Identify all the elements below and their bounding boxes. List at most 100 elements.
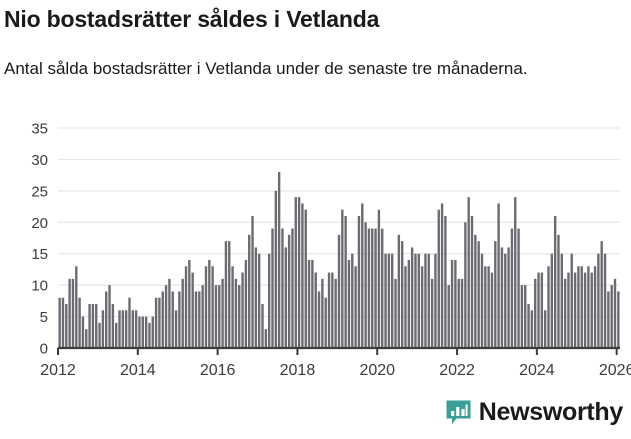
bar: [573, 272, 577, 348]
bar: [218, 285, 221, 348]
bar: [560, 253, 563, 348]
page-subtitle: Antal sålda bostadsrätter i Vetlanda und…: [4, 59, 528, 78]
bar: [234, 278, 238, 348]
x-tick-label: 2012: [40, 362, 76, 379]
bar: [430, 278, 434, 348]
bar: [543, 310, 547, 348]
bar: [214, 285, 218, 348]
bar: [563, 278, 567, 348]
bar: [301, 203, 304, 348]
bar: [201, 285, 204, 348]
bar: [470, 216, 474, 348]
bar: [244, 260, 248, 348]
bar: [400, 241, 404, 348]
bar: [138, 316, 141, 348]
bar: [447, 285, 450, 348]
bar: [387, 253, 391, 348]
bar: [617, 291, 620, 348]
bar: [121, 310, 125, 348]
bar: [184, 266, 188, 348]
x-tick-label: 2024: [519, 362, 555, 379]
bar: [600, 241, 603, 348]
bar: [81, 316, 85, 348]
bar: [75, 266, 78, 348]
y-tick-label: 5: [40, 309, 48, 326]
bar: [341, 209, 344, 348]
bar: [98, 322, 101, 348]
bar: [115, 322, 118, 348]
bar: [194, 291, 198, 348]
bar: [377, 209, 381, 348]
axis-group: [57, 346, 620, 355]
bar: [281, 228, 284, 348]
bar: [161, 291, 164, 348]
bar: [467, 197, 470, 348]
bar: [224, 241, 228, 348]
bar: [480, 253, 484, 348]
y-tick-label: 0: [40, 341, 48, 358]
bar: [587, 266, 590, 348]
bar: [427, 253, 430, 348]
bar: [68, 278, 71, 348]
y-tick-label: 20: [31, 215, 48, 232]
bar: [583, 272, 587, 348]
bar: [607, 291, 610, 348]
bar: [148, 322, 151, 348]
bar: [124, 310, 128, 348]
bar: [440, 203, 444, 348]
bar: [610, 285, 613, 348]
bar: [351, 253, 354, 348]
bar: [514, 197, 517, 348]
bar: [384, 253, 387, 348]
page-title: Nio bostadsrätter såldes i Vetlanda: [4, 6, 380, 32]
bar: [294, 197, 297, 348]
bar: [264, 329, 268, 348]
newsworthy-logo[interactable]: Newsworthy: [445, 398, 623, 427]
bar: [241, 272, 244, 348]
bar: [108, 285, 111, 348]
bar: [154, 297, 158, 348]
bar: [174, 310, 178, 348]
bar: [158, 297, 161, 348]
bar: [257, 253, 261, 348]
y-tick-label: 30: [31, 152, 48, 169]
bar: [95, 304, 98, 348]
bar-chart-speech-bubble-icon: [446, 400, 471, 424]
bar-chart: 0 5 10 15 20 25 30 35 2012 2014 2016 2018 2020 2022 2…: [0, 118, 631, 388]
bar: [151, 316, 154, 348]
bar: [457, 278, 460, 348]
bar: [144, 316, 148, 348]
bar: [407, 260, 411, 348]
bar: [374, 228, 377, 348]
bar: [434, 253, 437, 348]
bar: [327, 272, 331, 348]
bar: [474, 234, 477, 348]
bar: [208, 260, 211, 348]
bar: [277, 172, 281, 348]
bar: [307, 260, 311, 348]
bar: [311, 260, 314, 348]
bar: [570, 253, 573, 348]
bar: [164, 285, 168, 348]
bar: [550, 253, 554, 348]
bar: [128, 297, 131, 348]
bar: [188, 260, 191, 348]
bar: [497, 203, 500, 348]
bar: [357, 216, 361, 348]
bar: [520, 285, 524, 348]
bar: [321, 278, 324, 348]
bar: [580, 266, 583, 348]
y-tick-labels-group: 0 5 10 15 20 25 30 35: [31, 121, 48, 358]
bar: [613, 278, 617, 348]
bar: [204, 266, 208, 348]
bar: [460, 278, 464, 348]
bar: [354, 266, 357, 348]
bar: [105, 291, 108, 348]
bar: [88, 304, 91, 348]
bar: [410, 247, 414, 348]
bar: [444, 216, 447, 348]
bar: [361, 203, 364, 348]
bars-group: [58, 172, 620, 348]
bar: [168, 278, 171, 348]
